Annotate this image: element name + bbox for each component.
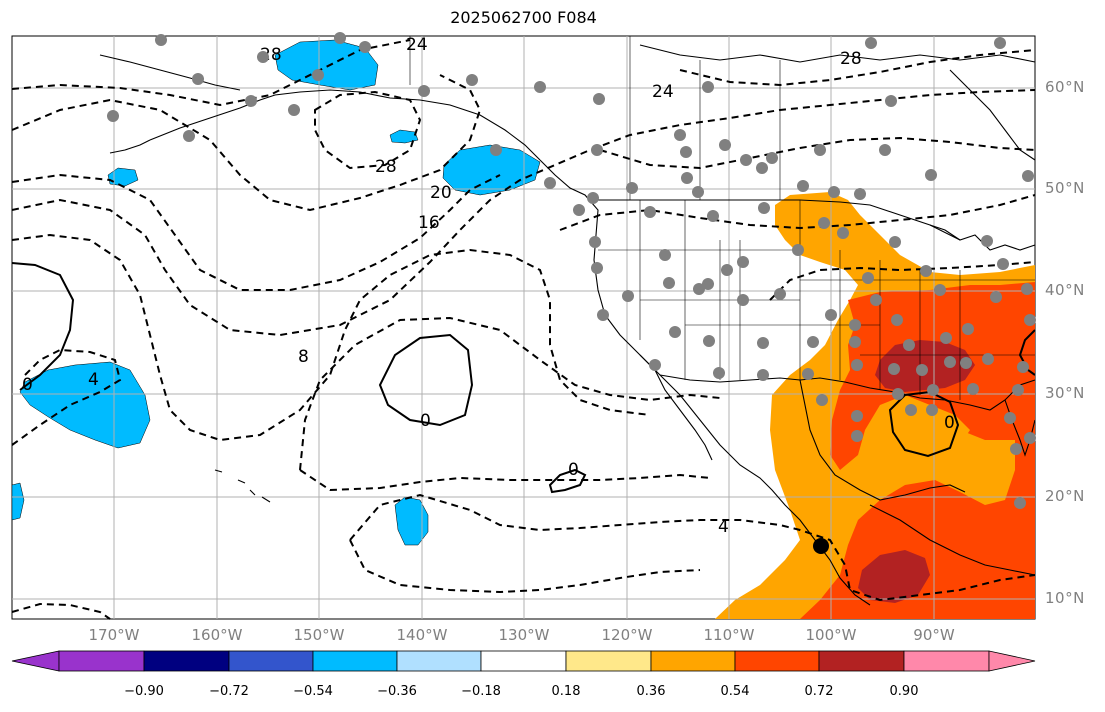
lon-label: 90°W (913, 626, 955, 644)
contour-dashed-13 (599, 136, 1036, 170)
lon-label: 160°W (191, 626, 243, 644)
blue-patch-west-edge (11, 482, 25, 521)
contour-label: 20 (430, 183, 452, 203)
colorbar-bin (565, 650, 652, 672)
contour-label: 8 (298, 347, 309, 367)
contour-dashed-1 (11, 39, 411, 107)
colorbar-tick-label: −0.54 (293, 684, 333, 699)
lon-label: 110°W (703, 626, 755, 644)
blue-patch-small-2 (107, 167, 139, 187)
lat-label: 30°N (1045, 384, 1085, 402)
aleutians (109, 139, 151, 154)
map-title: 2025062700 F084 (450, 8, 597, 27)
positive-anomaly-fill (715, 192, 1035, 619)
blue-patch-alaska (274, 39, 379, 91)
contour-solid-zero-5 (1018, 329, 1036, 376)
colorbar-bin (58, 650, 145, 672)
colorbar-bin (396, 650, 482, 672)
highlight-station-marker (813, 538, 829, 554)
station-markers (107, 32, 1036, 509)
colorbar-bin (818, 650, 905, 672)
contour-label: 4 (88, 370, 99, 390)
alaska-coast (149, 89, 541, 161)
colorbar-tick-label: −0.36 (377, 684, 417, 699)
contour-label: 0 (568, 460, 579, 480)
colorbar-tick-label: −0.18 (461, 684, 501, 699)
hawaii-islands (214, 469, 271, 503)
contour-solid-zero-2 (11, 262, 75, 391)
contour-solid-zero-4 (888, 390, 960, 458)
colorbar-bin (734, 650, 820, 672)
contour-label: 24 (406, 35, 428, 55)
contour-label: 24 (652, 82, 674, 102)
colorbar-tick-label: −0.72 (209, 684, 249, 699)
colorbar-extend-low (11, 650, 60, 672)
lon-label: 150°W (293, 626, 345, 644)
contour-label: 0 (944, 413, 955, 433)
blue-patch-small-1 (389, 129, 419, 144)
lat-label: 10°N (1045, 589, 1085, 607)
colorbar-bin (480, 650, 567, 672)
colorbar-bin (903, 650, 990, 672)
colorbar-bin (312, 650, 398, 672)
lon-label: 140°W (396, 626, 448, 644)
colorbar (11, 650, 1036, 672)
colorbar-tick-label: 0.72 (804, 684, 834, 699)
lat-label: 40°N (1045, 281, 1085, 299)
canada-arctic (639, 44, 1036, 63)
colorbar-tick-label: 0.54 (720, 684, 750, 699)
central-america (869, 504, 1036, 576)
gridlines (12, 36, 1035, 619)
alaska-west (99, 54, 241, 91)
contour-dashed-6 (11, 233, 651, 442)
gulf-coast (799, 377, 1036, 411)
state-borders (409, 36, 1035, 400)
contour-dashed-11 (349, 539, 701, 594)
contour-label: 0 (22, 375, 33, 395)
negative-anomaly-fill (11, 39, 541, 546)
colorbar-tick-label: 0.36 (636, 684, 666, 699)
hudson-bay (949, 69, 1036, 161)
contour-label: 28 (375, 157, 397, 177)
contour-dashed-14 (559, 194, 1036, 231)
contour-dashed-2 (11, 74, 482, 212)
lon-label: 100°W (805, 626, 857, 644)
colorbar-tick-label: 0.90 (889, 684, 919, 699)
contour-dashed-7 (11, 348, 122, 446)
contour-dashed-16 (769, 261, 1036, 301)
contour-solid-zero-1 (378, 333, 474, 427)
lon-label: 170°W (88, 626, 140, 644)
lat-label: 50°N (1045, 179, 1085, 197)
colorbar-bin (228, 650, 314, 672)
lon-label: 130°W (498, 626, 550, 644)
contour-dashed-3 (314, 90, 422, 170)
colorbar-bin (650, 650, 736, 672)
colorbar-tick-label: 0.18 (551, 684, 581, 699)
lon-label: 120°W (601, 626, 653, 644)
lat-label: 20°N (1045, 487, 1085, 505)
colorbar-bin (143, 650, 230, 672)
colorbar-tick-label: −0.90 (124, 684, 164, 699)
contour-label: 28 (840, 49, 862, 69)
map-panel: 24 28 24 28 28 20 16 8 0 4 0 0 4 0 (11, 32, 1036, 620)
contour-solid-zero-3 (548, 468, 587, 494)
orange-gap-1 (890, 405, 970, 450)
contours (11, 39, 1036, 620)
colorbar-extend-high (988, 650, 1036, 672)
blue-patch-west (19, 361, 151, 449)
contour-dashed-5 (11, 89, 1036, 337)
coastlines (99, 44, 1036, 606)
west-coast-north-america (539, 159, 871, 606)
mexico-gulf-coast (799, 379, 966, 501)
contour-label: 4 (718, 517, 729, 537)
lat-label: 60°N (1045, 78, 1085, 96)
dark-red-region-south (858, 550, 930, 603)
contour-dashed-9 (299, 469, 711, 492)
contour-label: 0 (420, 411, 431, 431)
contour-label: 16 (418, 213, 440, 233)
contour-dashed-10 (349, 493, 1036, 602)
